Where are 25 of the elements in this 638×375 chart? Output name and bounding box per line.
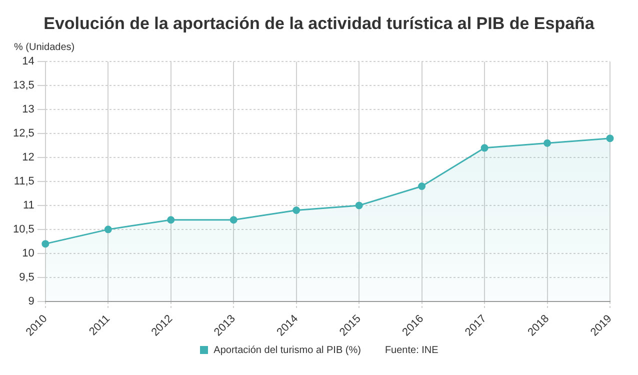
y-tick-label: 11 (22, 199, 34, 212)
point (544, 139, 552, 147)
chart-title: Evolución de la aportación de la actividad turística al PIB de España (42, 14, 596, 34)
source-note: Fuente: INE (384, 345, 438, 356)
y-tick-label: 12,5 (12, 128, 34, 140)
point (606, 134, 614, 142)
legend-label: Aportación del turismo al PIB (%) (212, 345, 361, 356)
y-tick-label: 13 (22, 104, 34, 116)
point (480, 144, 488, 152)
point (418, 182, 426, 190)
point (230, 216, 238, 224)
y-tick-label: 11,5 (14, 176, 34, 188)
y-tick-label: 10 (22, 247, 34, 260)
y-tick-label: 9,5 (19, 271, 34, 284)
y-tick-label: 9 (28, 295, 34, 308)
point (104, 226, 112, 234)
point (355, 202, 363, 210)
point (42, 240, 50, 248)
y-tick-label: 10,5 (12, 223, 34, 236)
y-tick-label: 14 (22, 56, 34, 68)
y-tick-label: 12 (22, 152, 34, 164)
point (167, 216, 175, 224)
point (292, 206, 300, 214)
y-tick-label: 13,5 (12, 80, 34, 92)
y-axis-title: % (Unidades) (14, 42, 75, 53)
